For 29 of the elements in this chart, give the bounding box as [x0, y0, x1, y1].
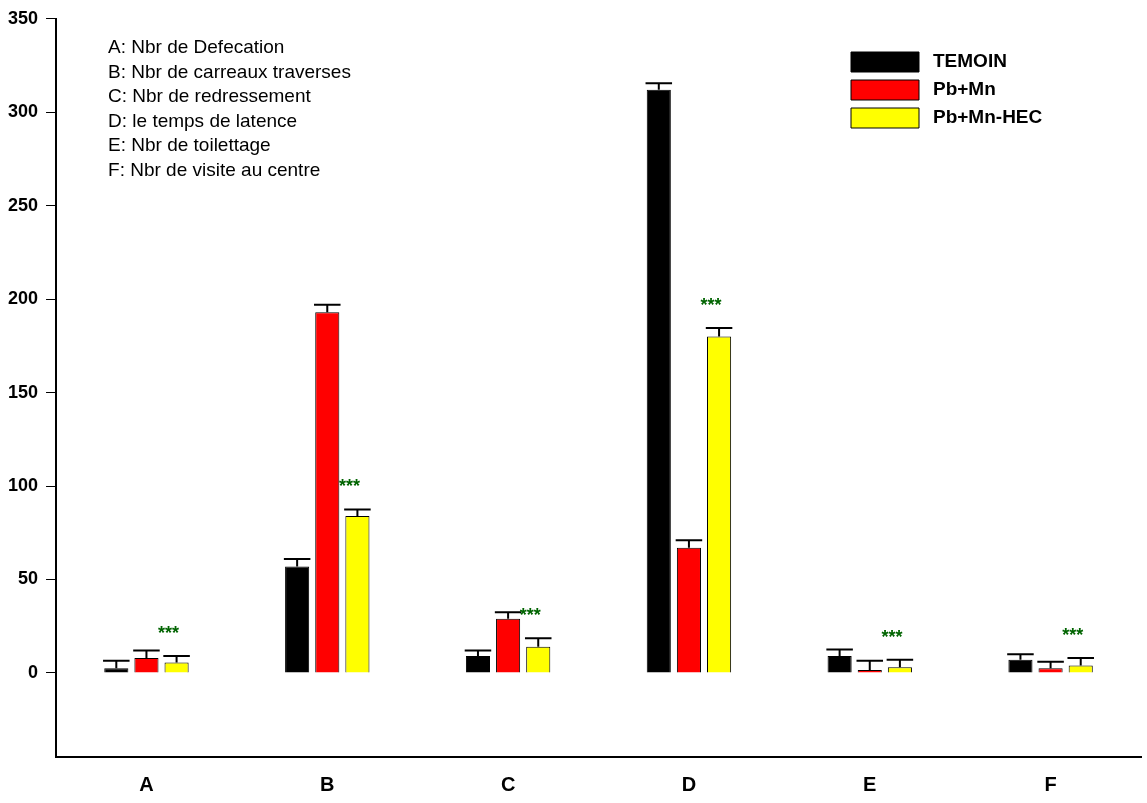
y-tick-label: 100 — [7, 474, 39, 495]
y-tick-label: 0 — [28, 661, 39, 682]
annotation: E: Nbr de toilettage — [108, 134, 271, 156]
y-tick-label: 300 — [7, 101, 39, 122]
annotation: *** — [158, 623, 180, 644]
annotation: F: Nbr de visite au centre — [108, 158, 321, 180]
annotation: A: Nbr de Defecation — [108, 36, 285, 58]
annotation: *** — [338, 476, 360, 497]
legend-label: Pb+Mn — [933, 78, 996, 100]
x-tick-label: D — [681, 772, 697, 795]
x-tick-label: A — [139, 772, 154, 795]
annotation: *** — [881, 626, 903, 647]
annotation: D: le temps de latence — [108, 109, 298, 131]
legend-label: TEMOIN — [933, 50, 1007, 72]
legend-label: Pb+Mn-HEC — [933, 106, 1043, 128]
x-tick-label: C — [500, 772, 516, 795]
annotation: *** — [700, 295, 722, 316]
y-tick-label: 50 — [18, 568, 39, 589]
x-tick-label: E — [863, 772, 877, 795]
y-tick-label: 150 — [7, 381, 39, 402]
annotation: *** — [1062, 624, 1084, 645]
annotation: B: Nbr de carreaux traverses — [108, 60, 351, 82]
x-tick-label: F — [1044, 772, 1057, 795]
y-tick-label: 350 — [7, 7, 39, 28]
annotation: *** — [519, 605, 541, 626]
annotation: C: Nbr de redressement — [108, 85, 312, 107]
y-tick-label: 200 — [7, 288, 39, 309]
y-tick-label: 250 — [7, 194, 39, 215]
x-tick-label: B — [320, 772, 335, 795]
